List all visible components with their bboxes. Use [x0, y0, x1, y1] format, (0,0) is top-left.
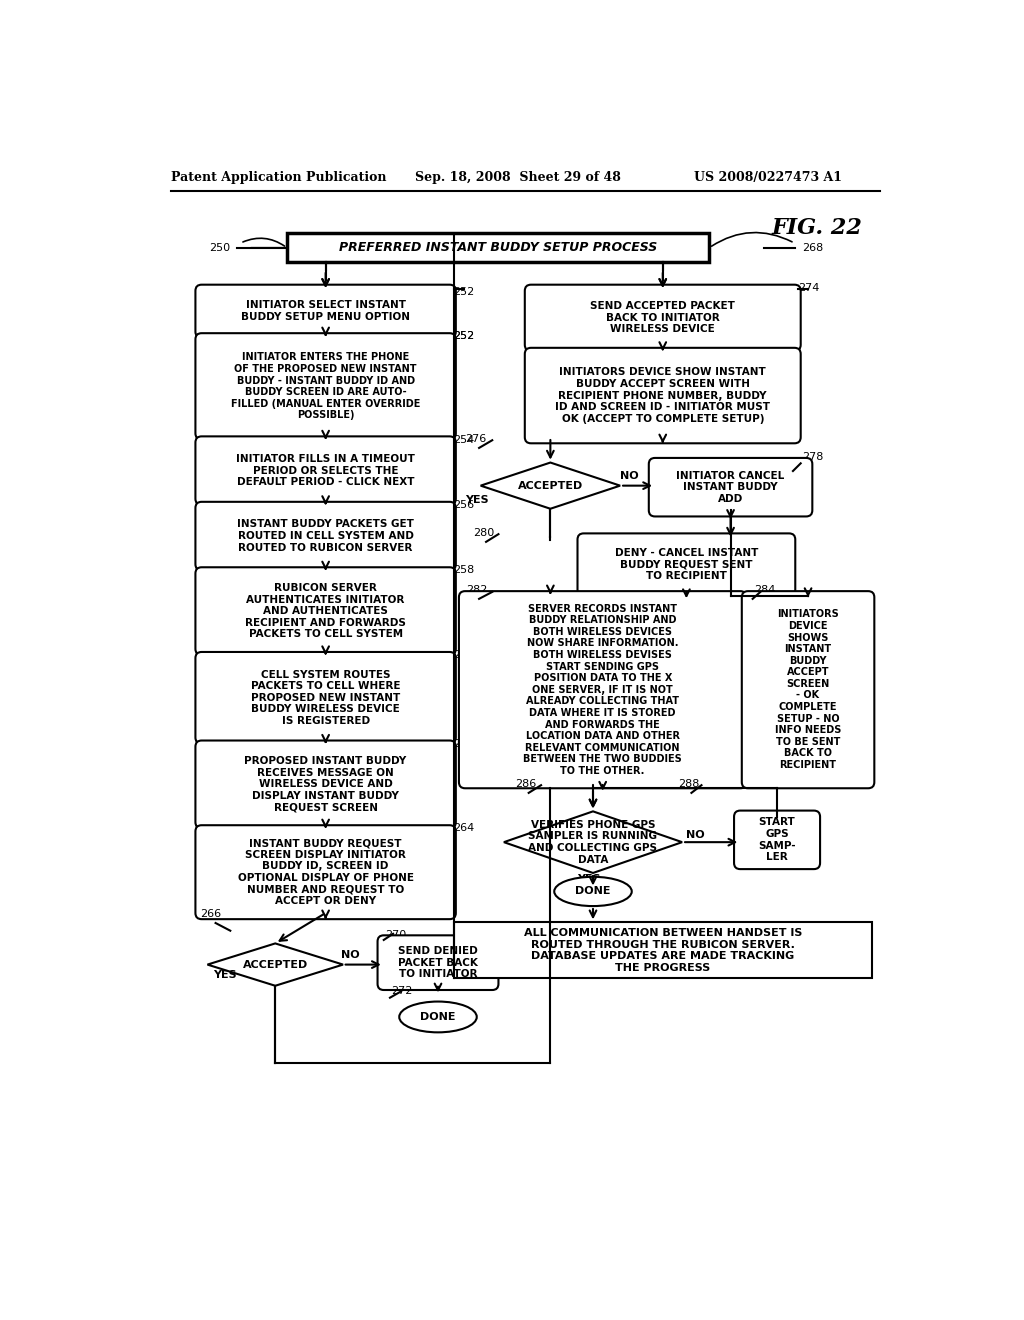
Text: SEND DENIED
PACKET BACK
TO INITIATOR: SEND DENIED PACKET BACK TO INITIATOR — [398, 946, 478, 979]
FancyBboxPatch shape — [741, 591, 874, 788]
Text: YES: YES — [578, 874, 601, 884]
Text: 252: 252 — [454, 331, 475, 342]
FancyBboxPatch shape — [287, 234, 710, 263]
Text: SERVER RECORDS INSTANT
BUDDY RELATIONSHIP AND
BOTH WIRELESS DEVICES
NOW SHARE IN: SERVER RECORDS INSTANT BUDDY RELATIONSHI… — [523, 603, 682, 776]
Text: 280: 280 — [473, 528, 495, 537]
Polygon shape — [480, 462, 621, 508]
FancyBboxPatch shape — [196, 568, 456, 655]
FancyBboxPatch shape — [196, 652, 456, 743]
Text: 254: 254 — [454, 434, 475, 445]
Text: 250: 250 — [209, 243, 230, 253]
FancyBboxPatch shape — [524, 285, 801, 351]
FancyBboxPatch shape — [459, 591, 746, 788]
FancyBboxPatch shape — [196, 333, 456, 440]
Text: NO: NO — [621, 471, 639, 482]
Text: NO: NO — [686, 829, 705, 840]
Ellipse shape — [399, 1002, 477, 1032]
Text: PROPOSED INSTANT BUDDY
RECEIVES MESSAGE ON
WIRELESS DEVICE AND
DISPLAY INSTANT B: PROPOSED INSTANT BUDDY RECEIVES MESSAGE … — [245, 756, 407, 813]
Text: Patent Application Publication: Patent Application Publication — [171, 172, 386, 185]
Text: 252: 252 — [454, 331, 475, 342]
Text: YES: YES — [465, 495, 488, 504]
Text: DONE: DONE — [575, 887, 610, 896]
Text: START
GPS
SAMP-
LER: START GPS SAMP- LER — [758, 817, 796, 862]
Text: 256: 256 — [454, 500, 475, 510]
Text: 258: 258 — [454, 565, 475, 576]
FancyBboxPatch shape — [196, 285, 456, 338]
Text: 264: 264 — [454, 824, 475, 833]
Text: 266: 266 — [200, 909, 221, 919]
Text: RUBICON SERVER
AUTHENTICATES INITIATOR
AND AUTHENTICATES
RECIPIENT AND FORWARDS
: RUBICON SERVER AUTHENTICATES INITIATOR A… — [245, 583, 407, 639]
Text: 268: 268 — [802, 243, 823, 253]
FancyBboxPatch shape — [454, 923, 872, 978]
FancyBboxPatch shape — [649, 458, 812, 516]
Text: 282: 282 — [466, 586, 487, 595]
Text: INITIATOR ENTERS THE PHONE
OF THE PROPOSED NEW INSTANT
BUDDY - INSTANT BUDDY ID : INITIATOR ENTERS THE PHONE OF THE PROPOS… — [231, 352, 420, 420]
Text: ACCEPTED: ACCEPTED — [518, 480, 583, 491]
Polygon shape — [208, 944, 343, 986]
Text: Sep. 18, 2008  Sheet 29 of 48: Sep. 18, 2008 Sheet 29 of 48 — [415, 172, 621, 185]
Text: 252: 252 — [454, 286, 475, 297]
Text: 286: 286 — [515, 780, 537, 789]
FancyBboxPatch shape — [196, 437, 456, 506]
Text: INSTANT BUDDY REQUEST
SCREEN DISPLAY INITIATOR
BUDDY ID, SCREEN ID
OPTIONAL DISP: INSTANT BUDDY REQUEST SCREEN DISPLAY INI… — [238, 838, 414, 907]
Text: US 2008/0227473 A1: US 2008/0227473 A1 — [693, 172, 842, 185]
Text: DENY - CANCEL INSTANT
BUDDY REQUEST SENT
TO RECIPIENT: DENY - CANCEL INSTANT BUDDY REQUEST SENT… — [614, 548, 758, 581]
Text: INSTANT BUDDY PACKETS GET
ROUTED IN CELL SYSTEM AND
ROUTED TO RUBICON SERVER: INSTANT BUDDY PACKETS GET ROUTED IN CELL… — [238, 520, 414, 553]
Text: FIG. 22: FIG. 22 — [771, 216, 862, 239]
Text: 260: 260 — [454, 651, 475, 660]
Text: VERIFIES PHONE GPS
SAMPLER IS RUNNING
AND COLLECTING GPS
DATA: VERIFIES PHONE GPS SAMPLER IS RUNNING AN… — [528, 820, 657, 865]
FancyBboxPatch shape — [734, 810, 820, 869]
Text: DONE: DONE — [420, 1012, 456, 1022]
FancyBboxPatch shape — [378, 936, 499, 990]
Text: 274: 274 — [799, 282, 820, 293]
Text: ACCEPTED: ACCEPTED — [243, 960, 308, 970]
FancyBboxPatch shape — [196, 741, 456, 829]
Text: YES: YES — [213, 970, 237, 981]
Text: 276: 276 — [465, 434, 486, 444]
Text: 284: 284 — [755, 586, 775, 595]
Text: 270: 270 — [385, 929, 407, 940]
FancyBboxPatch shape — [578, 533, 796, 595]
Text: 262: 262 — [454, 739, 475, 748]
Text: NO: NO — [341, 950, 359, 961]
Text: INITIATOR CANCEL
INSTANT BUDDY
ADD: INITIATOR CANCEL INSTANT BUDDY ADD — [677, 471, 784, 504]
Text: INITIATORS
DEVICE
SHOWS
INSTANT
BUDDY
ACCEPT
SCREEN
- OK
COMPLETE
SETUP - NO
INF: INITIATORS DEVICE SHOWS INSTANT BUDDY AC… — [775, 610, 842, 770]
Text: 288: 288 — [678, 780, 699, 789]
Text: 272: 272 — [391, 986, 413, 995]
FancyBboxPatch shape — [524, 348, 801, 444]
Text: PREFERRED INSTANT BUDDY SETUP PROCESS: PREFERRED INSTANT BUDDY SETUP PROCESS — [339, 242, 657, 255]
FancyBboxPatch shape — [196, 825, 456, 919]
Ellipse shape — [554, 876, 632, 906]
Polygon shape — [504, 812, 682, 873]
Text: INITIATOR FILLS IN A TIMEOUT
PERIOD OR SELECTS THE
DEFAULT PERIOD - CLICK NEXT: INITIATOR FILLS IN A TIMEOUT PERIOD OR S… — [237, 454, 415, 487]
Text: 278: 278 — [802, 453, 823, 462]
Text: CELL SYSTEM ROUTES
PACKETS TO CELL WHERE
PROPOSED NEW INSTANT
BUDDY WIRELESS DEV: CELL SYSTEM ROUTES PACKETS TO CELL WHERE… — [251, 669, 400, 726]
Text: SEND ACCEPTED PACKET
BACK TO INITIATOR
WIRELESS DEVICE: SEND ACCEPTED PACKET BACK TO INITIATOR W… — [590, 301, 735, 334]
FancyBboxPatch shape — [196, 502, 456, 570]
Text: INITIATORS DEVICE SHOW INSTANT
BUDDY ACCEPT SCREEN WITH
RECIPIENT PHONE NUMBER, : INITIATORS DEVICE SHOW INSTANT BUDDY ACC… — [555, 367, 770, 424]
Text: INITIATOR SELECT INSTANT
BUDDY SETUP MENU OPTION: INITIATOR SELECT INSTANT BUDDY SETUP MEN… — [241, 301, 411, 322]
Text: ALL COMMUNICATION BETWEEN HANDSET IS
ROUTED THROUGH THE RUBICON SERVER.
DATABASE: ALL COMMUNICATION BETWEEN HANDSET IS ROU… — [523, 928, 802, 973]
